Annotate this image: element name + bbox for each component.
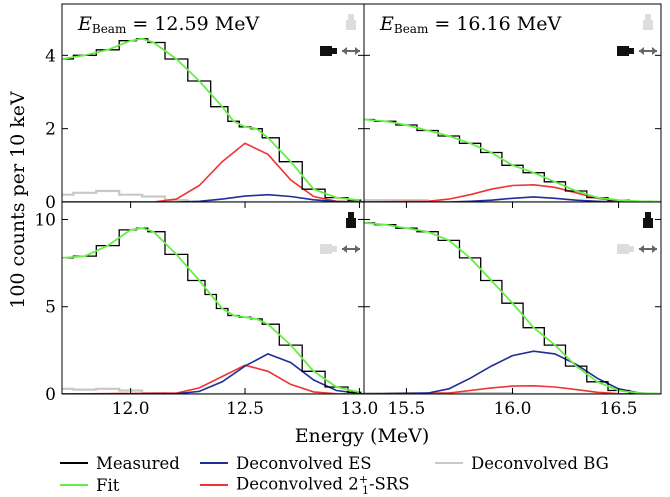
detector-side-head xyxy=(332,246,337,252)
series-measured-bottom-left xyxy=(62,227,362,393)
arrow-head-right xyxy=(652,47,657,55)
arrow-head-left xyxy=(342,245,347,253)
plot-area-top-right xyxy=(364,118,661,202)
detector-side-body xyxy=(617,46,629,56)
x-axis-label: Energy (MeV) xyxy=(295,425,430,447)
series-fit-bottom-right xyxy=(364,222,661,394)
beam-energy-label: EBeam = 12.59 MeV xyxy=(77,13,259,36)
legend-label-es: Deconvolved ES xyxy=(236,453,372,473)
legend-swatch-srs xyxy=(200,484,228,486)
beam-value: = 12.59 MeV xyxy=(126,13,259,35)
legend-label-bg: Deconvolved BG xyxy=(471,453,609,473)
arrow-head-right xyxy=(355,245,360,253)
arrow-head-right xyxy=(652,245,657,253)
beam-subscript: Beam xyxy=(394,22,429,36)
beam-symbol: E xyxy=(379,13,394,35)
beam-subscript: Beam xyxy=(92,22,127,36)
legend-item-fit: Fit xyxy=(60,474,119,496)
y-axis-label: 100 counts per 10 keV xyxy=(7,91,29,309)
detector-icon xyxy=(617,212,657,254)
series-srs-top-left xyxy=(62,142,364,202)
frame-bottom-right xyxy=(363,201,662,395)
beam-symbol: E xyxy=(77,13,92,35)
plot-area-bottom-left xyxy=(62,227,364,394)
series-fit-top-left xyxy=(62,37,360,202)
x-tick-label: 12.5 xyxy=(226,399,264,419)
panel-top-left: 0 2 4 EBeam = 12.59 MeV xyxy=(45,3,365,213)
detector-up-head xyxy=(348,212,354,218)
detector-up-head xyxy=(645,212,651,218)
detector-side-body xyxy=(617,244,629,254)
legend-swatch-measured xyxy=(60,462,88,464)
legend-item-srs: Deconvolved 2+1-SRS xyxy=(200,473,410,497)
beam-value: = 16.16 MeV xyxy=(428,13,561,35)
detector-icon xyxy=(320,14,360,56)
legend-label-srs-sub: 1 xyxy=(361,483,369,497)
detector-up-head xyxy=(645,14,651,20)
x-tick-label: 16.5 xyxy=(600,399,638,419)
panel-bottom-left: 0 5 10 12.0 12.5 13.0 xyxy=(34,201,378,419)
detector-up-body xyxy=(643,20,653,30)
legend-label-srs-tail: -SRS xyxy=(368,474,410,494)
detector-side-body xyxy=(320,46,332,56)
y-tick-label: 2 xyxy=(45,120,56,140)
legend-label-srs: Deconvolved 2+1-SRS xyxy=(236,473,410,497)
plot-area-top-left xyxy=(62,37,364,202)
detector-side-head xyxy=(332,48,337,54)
detector-icon xyxy=(617,14,657,56)
detector-icon xyxy=(320,212,360,254)
x-tick-label: 15.5 xyxy=(387,399,425,419)
arrow-head-left xyxy=(639,245,644,253)
x-tick-label: 16.0 xyxy=(494,399,532,419)
legend: Measured Deconvolved ES Deconvolved BG F… xyxy=(60,452,660,497)
detector-up-body xyxy=(346,20,356,30)
legend-item-es: Deconvolved ES xyxy=(200,452,372,474)
legend-item-measured: Measured xyxy=(60,452,180,474)
series-fit-top-right xyxy=(364,118,661,202)
y-tick-label: 10 xyxy=(34,210,56,230)
series-srs-bottom-left xyxy=(62,364,364,394)
detector-up-body xyxy=(643,218,653,228)
arrow-head-right xyxy=(355,47,360,55)
detector-side-head xyxy=(629,246,634,252)
detector-up-body xyxy=(346,218,356,228)
panel-bottom-right: 15.5 16.0 16.5 xyxy=(363,201,662,419)
y-tick-label: 0 xyxy=(45,385,56,405)
series-measured-top-right xyxy=(364,118,661,202)
arrow-head-left xyxy=(342,47,347,55)
series-srs-bottom-right xyxy=(364,384,661,394)
arrow-head-left xyxy=(639,47,644,55)
legend-label-fit: Fit xyxy=(96,475,120,495)
series-fit-bottom-left xyxy=(62,227,360,394)
y-tick-label: 5 xyxy=(45,298,56,318)
legend-swatch-es xyxy=(200,462,228,464)
y-tick-label: 0 xyxy=(45,193,56,213)
y-tick-label: 4 xyxy=(45,46,56,66)
legend-item-bg: Deconvolved BG xyxy=(435,452,609,474)
legend-swatch-bg xyxy=(435,462,463,464)
series-es-bottom-right xyxy=(364,350,661,394)
beam-energy-label: EBeam = 16.16 MeV xyxy=(379,13,561,36)
series-bg-bottom-left xyxy=(62,387,364,394)
panel-top-right: EBeam = 16.16 MeV xyxy=(363,3,662,203)
detector-side-head xyxy=(629,48,634,54)
x-tick-label: 12.0 xyxy=(112,399,150,419)
detector-up-head xyxy=(348,14,354,20)
x-tick-label: 13.0 xyxy=(340,399,378,419)
legend-swatch-fit xyxy=(60,484,88,486)
detector-side-body xyxy=(320,244,332,254)
legend-label-measured: Measured xyxy=(96,453,180,473)
series-measured-top-left xyxy=(62,38,362,201)
legend-label-srs-main: Deconvolved 2 xyxy=(236,474,359,494)
legend-label-srs-sup: + xyxy=(358,473,368,487)
